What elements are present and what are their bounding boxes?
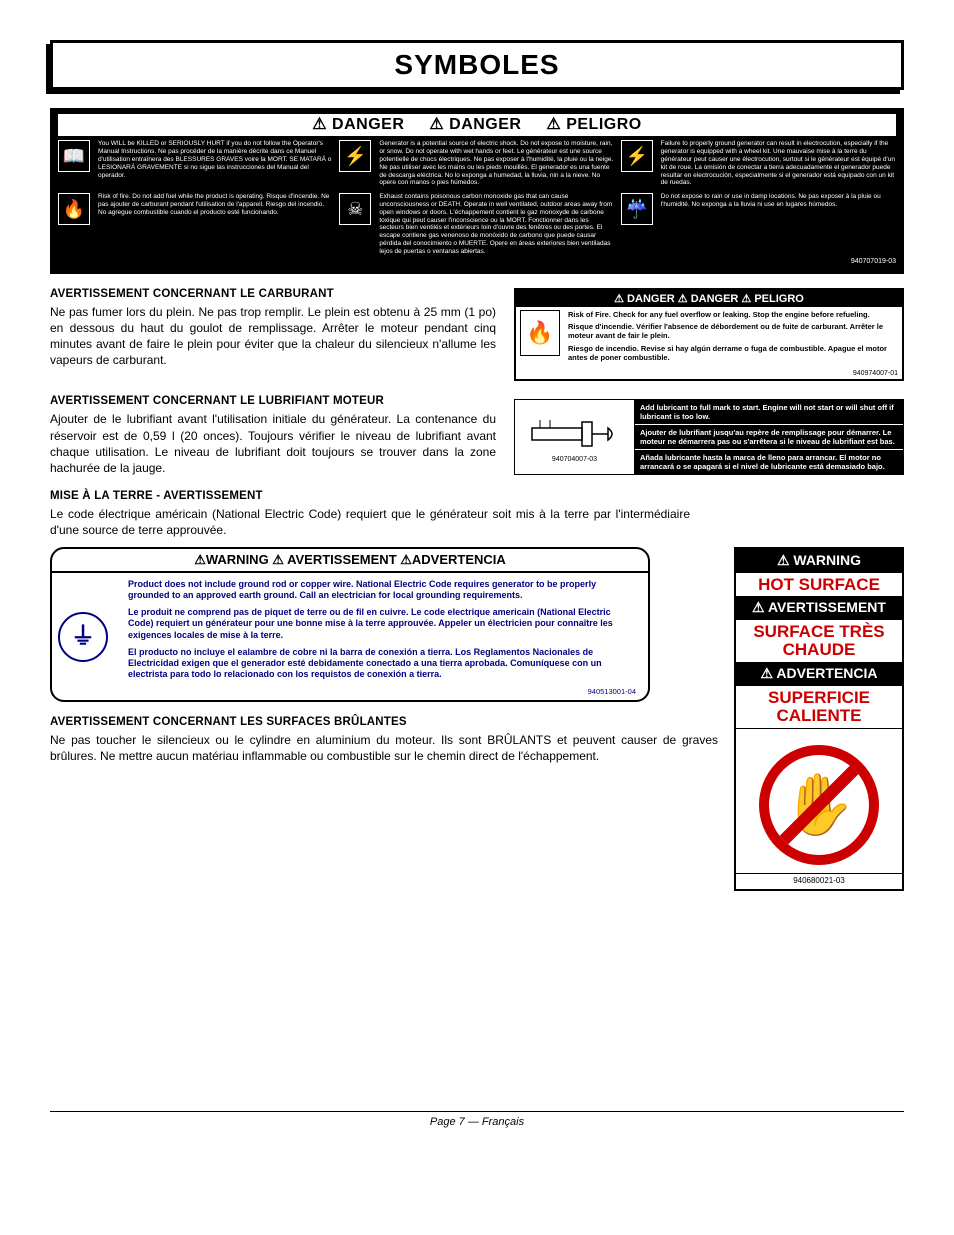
grounding-warning-box: ⚠WARNING ⚠ AVERTISSEMENT ⚠ADVERTENCIA ⏚ … bbox=[50, 547, 650, 702]
danger-word-es: ⚠ PELIGRO bbox=[546, 116, 641, 133]
ground-para-fr: Le produit ne comprend pas de piquet de … bbox=[128, 607, 638, 641]
danger-text-manual: You WILL be KILLED or SERIOUSLY HURT if … bbox=[98, 140, 333, 179]
ground-para-es: El producto no incluye el ealambre de co… bbox=[128, 647, 638, 681]
body-lubrifiant: Ajouter de le lubrifiant avant l'utilisa… bbox=[50, 411, 496, 476]
lubricant-label: 940704007-03 Add lubricant to full mark … bbox=[514, 399, 904, 475]
ground-label-number: 940513001-04 bbox=[128, 687, 638, 696]
fire-risk-label: ⚠ DANGER ⚠ DANGER ⚠ PELIGRO 🔥 Risk of Fi… bbox=[514, 288, 904, 382]
danger-text-ground: Failure to properly ground generator can… bbox=[661, 140, 896, 187]
page-title: SYMBOLES bbox=[53, 49, 901, 81]
hot-warning-en-hdr: ⚠ WARNING bbox=[736, 549, 902, 572]
hot-warning-fr-hdr: ⚠ AVERTISSEMENT bbox=[736, 596, 902, 619]
fire-label-text: Risk of Fire. Check for any fuel overflo… bbox=[568, 310, 896, 366]
danger-header: ⚠ DANGER ⚠ DANGER ⚠ PELIGRO bbox=[58, 114, 896, 136]
lub-row-en: Add lubricant to full mark to start. Eng… bbox=[635, 400, 903, 425]
fire-line-fr: Risque d'incendie. Vérifier l'absence de… bbox=[568, 322, 896, 341]
hot-warning-en: HOT SURFACE bbox=[736, 572, 902, 597]
danger-text-fire: Risk of fire. Do not add fuel while the … bbox=[98, 193, 333, 216]
fire-label-header: ⚠ DANGER ⚠ DANGER ⚠ PELIGRO bbox=[516, 290, 902, 307]
page-title-box: SYMBOLES bbox=[50, 40, 904, 90]
heading-carburant: AVERTISSEMENT CONCERNANT LE CARBURANT bbox=[50, 288, 496, 300]
lubricant-diagram: 940704007-03 bbox=[515, 400, 635, 474]
grounding-header: ⚠WARNING ⚠ AVERTISSEMENT ⚠ADVERTENCIA bbox=[52, 549, 648, 573]
manual-icon: 📖 bbox=[58, 140, 90, 172]
ground-para-en: Product does not include ground rod or c… bbox=[128, 579, 638, 602]
hot-label-number: 940680021-03 bbox=[736, 873, 902, 889]
lubricant-label-number: 940704007-03 bbox=[552, 456, 597, 463]
danger-text-shock: Generator is a potential source of elect… bbox=[379, 140, 614, 187]
danger-label-number: 940707019-03 bbox=[58, 256, 896, 266]
hot-surface-label: ⚠ WARNING HOT SURFACE ⚠ AVERTISSEMENT SU… bbox=[734, 547, 904, 891]
danger-panel: ⚠ DANGER ⚠ DANGER ⚠ PELIGRO 📖 You WILL b… bbox=[50, 108, 904, 274]
fire-icon: 🔥 bbox=[58, 193, 90, 225]
lub-row-fr: Ajouter de lubrifiant jusqu'au repère de… bbox=[635, 425, 903, 450]
page-footer: Page 7 — Français bbox=[50, 1111, 904, 1128]
no-touch-icon: ✋ bbox=[759, 745, 879, 865]
danger-text-fumes: Exhaust contains poisonous carbon monoxi… bbox=[379, 193, 614, 255]
hot-warning-es-hdr: ⚠ ADVERTENCIA bbox=[736, 662, 902, 685]
flame-icon: 🔥 bbox=[520, 310, 560, 356]
ground-bolt-icon: ⚡ bbox=[621, 140, 653, 172]
ground-symbol-icon: ⏚ bbox=[58, 612, 108, 662]
lub-row-es: Añada lubricante hasta la marca de lleno… bbox=[635, 450, 903, 474]
hot-graphic: ✋ bbox=[736, 728, 902, 873]
shock-icon: ⚡ bbox=[339, 140, 371, 172]
body-terre: Le code électrique américain (National E… bbox=[50, 506, 690, 538]
hot-warning-es: SUPERFICIE CALIENTE bbox=[736, 685, 902, 728]
danger-word-fr: ⚠ DANGER bbox=[429, 116, 521, 133]
fire-label-number: 940974007-01 bbox=[516, 369, 902, 379]
body-carburant: Ne pas fumer lors du plein. Ne pas trop … bbox=[50, 304, 496, 369]
fire-line-es: Riesgo de incendio. Revise si hay algún … bbox=[568, 344, 896, 363]
fire-line-en: Risk of Fire. Check for any fuel overflo… bbox=[568, 310, 896, 319]
danger-text-rain: Do not expose to rain or use in damp loc… bbox=[661, 193, 896, 209]
hot-warning-fr: SURFACE TRÈS CHAUDE bbox=[736, 619, 902, 662]
heading-lubrifiant: AVERTISSEMENT CONCERNANT LE LUBRIFIANT M… bbox=[50, 395, 496, 407]
danger-word-en: ⚠ DANGER bbox=[312, 116, 404, 133]
heading-terre: MISE À LA TERRE - AVERTISSEMENT bbox=[50, 490, 904, 502]
rain-icon: ☔ bbox=[621, 193, 653, 225]
fumes-icon: ☠ bbox=[339, 193, 371, 225]
